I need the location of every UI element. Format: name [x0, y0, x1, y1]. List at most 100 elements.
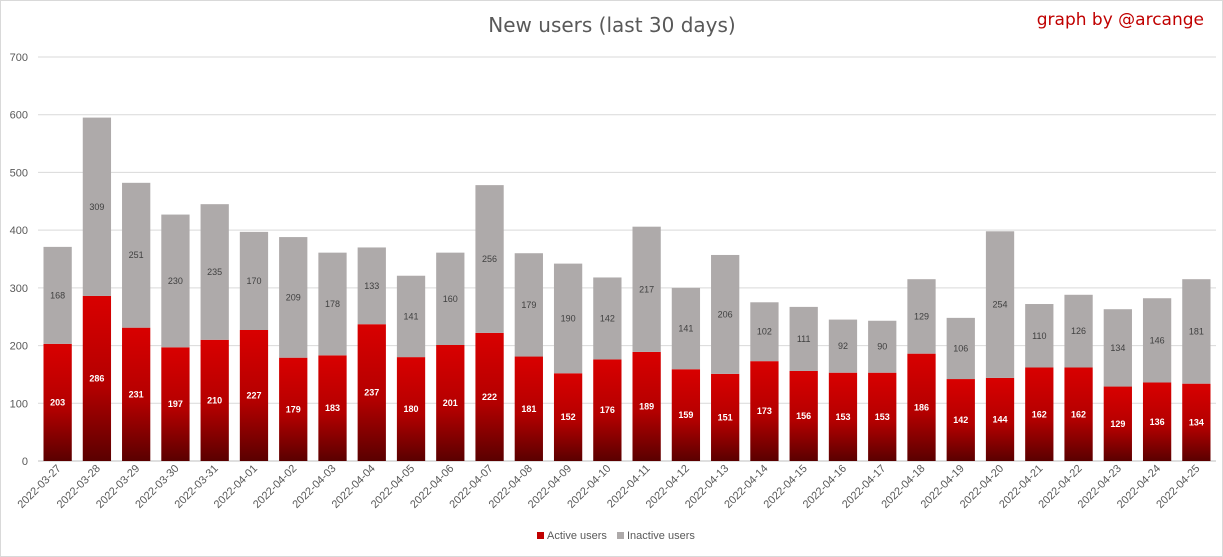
data-label-active: 227: [246, 390, 261, 400]
data-label-inactive: 251: [129, 250, 144, 260]
data-label-active: 179: [286, 404, 301, 414]
data-label-active: 173: [757, 406, 772, 416]
y-tick-label: 400: [10, 225, 28, 237]
bar-active-users: [200, 339, 229, 461]
bar-active-users: [396, 357, 426, 461]
data-label-inactive: 160: [443, 294, 458, 304]
bar-inactive-users: [82, 117, 112, 296]
data-label-inactive: 106: [953, 343, 968, 353]
bar-active-users: [750, 361, 779, 461]
bar-inactive-users: [632, 226, 661, 352]
bar-inactive-users: [318, 252, 347, 356]
bar-inactive-users: [750, 302, 779, 362]
data-label-inactive: 309: [89, 202, 104, 212]
bar-inactive-users: [43, 246, 72, 344]
bar-inactive-users: [946, 317, 975, 380]
bar-inactive-users: [1182, 279, 1211, 384]
data-label-active: 197: [168, 399, 183, 409]
bar-active-users: [868, 372, 897, 461]
data-label-active: 180: [404, 404, 419, 414]
data-label-inactive: 254: [993, 300, 1008, 310]
bar-active-users: [514, 356, 543, 461]
bar-active-users: [632, 351, 661, 461]
bar-inactive-users: [161, 214, 190, 348]
bar-active-users: [711, 373, 740, 461]
bar-inactive-users: [868, 320, 897, 373]
bar-active-users: [318, 355, 347, 461]
bar-inactive-users: [239, 231, 269, 330]
data-label-active: 129: [1110, 419, 1125, 429]
chart-credit: graph by @arcange: [1037, 10, 1204, 30]
data-label-inactive: 126: [1071, 326, 1086, 336]
y-tick-label: 500: [10, 167, 28, 179]
bar-inactive-users: [671, 287, 701, 370]
data-label-inactive: 146: [1150, 335, 1165, 345]
bar-inactive-users: [122, 182, 151, 328]
bar-inactive-users: [279, 237, 308, 358]
bar-inactive-users: [1064, 294, 1093, 368]
legend-label-active: Active users: [547, 530, 607, 542]
data-label-inactive: 256: [482, 254, 497, 264]
data-label-inactive: 111: [797, 334, 811, 344]
bar-active-users: [985, 377, 1015, 461]
bar-active-users: [789, 370, 818, 461]
bar-active-users: [593, 359, 622, 461]
data-label-inactive: 209: [286, 292, 301, 302]
bars: 203 168 286 309 231 251 197 230 210 235 227 170 179 2…: [43, 117, 1211, 461]
bar-active-users: [828, 372, 858, 461]
x-axis: 2022-03-272022-03-282022-03-292022-03-30…: [15, 463, 1202, 511]
y-tick-label: 700: [10, 52, 28, 64]
data-label-active: 181: [521, 404, 536, 414]
bar-inactive-users: [593, 277, 622, 360]
data-label-active: 159: [678, 410, 693, 420]
data-label-inactive: 141: [404, 311, 419, 321]
data-label-inactive: 170: [246, 276, 261, 286]
data-label-inactive: 102: [757, 327, 772, 337]
data-label-inactive: 181: [1189, 326, 1204, 336]
data-label-active: 162: [1032, 409, 1047, 419]
data-label-inactive: 141: [678, 324, 693, 334]
data-label-active: 286: [89, 373, 104, 383]
data-label-inactive: 110: [1032, 331, 1046, 341]
bar-inactive-users: [200, 204, 229, 340]
data-label-active: 210: [207, 395, 222, 405]
y-tick-label: 100: [10, 398, 28, 410]
data-label-inactive: 92: [838, 341, 848, 351]
bar-active-users: [946, 379, 975, 461]
bar-active-users: [1182, 383, 1211, 461]
data-label-active: 156: [796, 411, 811, 421]
bar-inactive-users: [553, 263, 583, 374]
bar-active-users: [553, 373, 583, 461]
data-label-active: 136: [1150, 417, 1165, 427]
data-label-inactive: 206: [718, 309, 733, 319]
bar-inactive-users: [789, 306, 818, 371]
data-label-inactive: 190: [561, 313, 576, 323]
data-label-active: 151: [718, 412, 733, 422]
data-label-inactive: 134: [1110, 343, 1125, 353]
bar-active-users: [1064, 367, 1093, 461]
data-label-active: 189: [639, 401, 654, 411]
data-label-active: 183: [325, 403, 340, 413]
data-label-inactive: 129: [914, 311, 929, 321]
data-label-active: 186: [914, 402, 929, 412]
bar-active-users: [436, 344, 465, 461]
legend-swatch-active: [537, 532, 544, 539]
data-label-inactive: 230: [168, 276, 183, 286]
data-label-inactive: 90: [877, 342, 887, 352]
bar-inactive-users: [357, 247, 386, 325]
data-label-inactive: 235: [207, 267, 222, 277]
data-label-active: 153: [875, 412, 890, 422]
bar-active-users: [475, 332, 504, 461]
data-label-active: 142: [953, 415, 968, 425]
data-label-inactive: 178: [325, 299, 340, 309]
bar-active-users: [671, 369, 701, 461]
chart-title: New users (last 30 days): [488, 13, 735, 37]
bar-active-users: [1103, 386, 1132, 461]
data-label-active: 134: [1189, 417, 1204, 427]
bar-active-users: [239, 329, 269, 461]
legend-label-inactive: Inactive users: [627, 530, 695, 542]
bar-inactive-users: [396, 275, 426, 358]
data-label-active: 162: [1071, 409, 1086, 419]
